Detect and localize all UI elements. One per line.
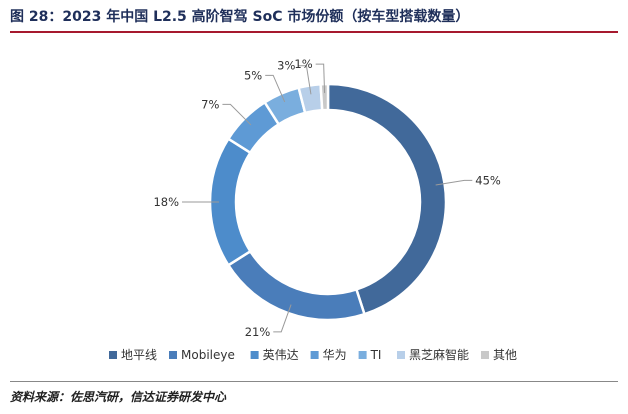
donut-slice-6 <box>319 82 330 112</box>
legend-swatch-6 <box>481 351 489 359</box>
title-rule <box>10 31 618 33</box>
leader-line-0 <box>435 179 473 186</box>
donut-slice-1 <box>226 249 367 322</box>
legend-label-0: 地平线 <box>121 348 157 362</box>
source-rule <box>10 381 618 382</box>
data-label-5: 3% <box>277 59 295 73</box>
donut-slices <box>208 82 448 322</box>
figure-title: 图 28：2023 年中国 L2.5 高阶智驾 SoC 市场份额（按车型搭载数量… <box>10 9 470 25</box>
legend-swatch-5 <box>397 351 405 359</box>
source-note: 资料来源：佐思汽研，信达证券研发中心 <box>10 390 227 404</box>
data-label-0: 45% <box>475 173 501 187</box>
data-label-3: 7% <box>201 97 219 111</box>
leader-line-5 <box>298 65 312 95</box>
legend-label-6: 其他 <box>493 348 517 362</box>
data-label-2: 18% <box>153 195 179 209</box>
leader-line-4 <box>265 74 286 103</box>
data-label-1: 21% <box>245 325 271 339</box>
legend-label-4: TI <box>370 348 382 362</box>
leader-line-1 <box>273 304 292 333</box>
legend-label-2: 英伟达 <box>263 348 299 362</box>
chart-legend: 地平线 Mobileye 英伟达 华为 TI 黑芝麻智能 其他 <box>109 347 517 362</box>
legend-swatch-0 <box>109 351 117 359</box>
legend-label-3: 华为 <box>323 348 347 362</box>
legend-label-1: Mobileye <box>181 348 235 362</box>
legend-swatch-1 <box>169 351 177 359</box>
data-label-4: 5% <box>244 68 262 82</box>
legend-swatch-3 <box>310 351 319 359</box>
data-label-6: 1% <box>294 57 312 71</box>
donut-slice-0 <box>326 82 448 316</box>
legend-swatch-2 <box>250 351 259 359</box>
legend-label-5: 黑芝麻智能 <box>409 347 469 362</box>
leader-lines <box>182 63 473 333</box>
data-labels: 45% 21% 18% 7% 5% 3% 1% <box>153 57 500 339</box>
leader-line-3 <box>222 103 252 126</box>
leader-line-6 <box>315 63 326 94</box>
legend-swatch-4 <box>358 351 367 359</box>
donut-chart: 45% 21% 18% 7% 5% 3% 1% 地平线 Mobileye 英伟达 华为 TI 黑芝麻智… <box>109 57 517 362</box>
